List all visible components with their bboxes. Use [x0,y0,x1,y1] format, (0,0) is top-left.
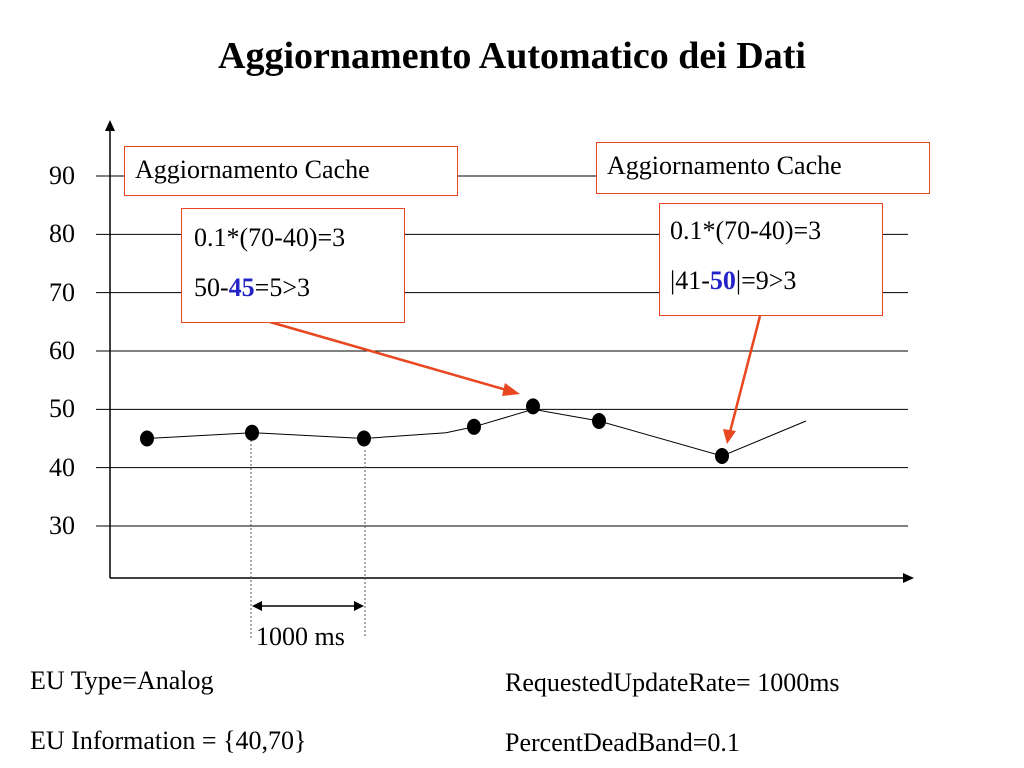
y-tick-label: 50 [49,394,75,424]
callout-check: 50-45=5>3 [194,273,310,302]
cache-update-label-1: Aggiornamento Cache [124,146,458,196]
interval-label: 1000 ms [256,622,345,651]
sample-point [526,398,540,415]
callout-value: 50 [709,266,736,295]
requested-update-rate: RequestedUpdateRate= 1000ms [505,668,840,697]
sample-point [715,448,729,464]
y-axis-arrowhead [105,120,115,131]
sample-point [592,413,606,429]
x-axis-arrowhead [903,573,914,583]
y-tick-label: 70 [49,277,75,307]
callout-check: |41-50|=9>3 [670,266,797,295]
y-tick-label: 90 [49,161,75,190]
y-tick-label: 60 [49,336,75,365]
sample-point [357,430,371,447]
eu-information: EU Information = {40,70} [30,726,307,755]
callout-arrow-2 [728,315,762,433]
y-tick-label: 40 [49,452,75,482]
eu-type: EU Type=Analog [30,666,214,695]
callout-formula: 0.1*(70-40)=3 [670,216,822,245]
percent-deadband: PercentDeadBand=0.1 [505,728,740,757]
interval-arrowhead-right [354,601,364,611]
y-tick-label: 30 [49,511,75,540]
sample-point [140,430,154,447]
cache-update-label-2: Aggiornamento Cache [596,142,930,194]
callout-formula: 0.1*(70-40)=3 [194,223,346,252]
sample-point [245,424,259,441]
page-title: Aggiornamento Automatico dei Dati [218,35,806,77]
callout-arrowhead-2 [723,429,736,444]
callout-arrowhead-1 [502,383,520,396]
deadband-callout-2: 0.1*(70-40)=3 |41-50|=9>3 [659,203,883,316]
interval-arrowhead-left [252,601,262,611]
callout-arrow-1 [269,320,511,393]
deadband-callout-1: 0.1*(70-40)=3 50-45=5>3 [181,208,405,323]
callout-value: 45 [228,273,255,302]
y-tick-label: 80 [49,219,75,249]
sample-point [467,418,481,435]
